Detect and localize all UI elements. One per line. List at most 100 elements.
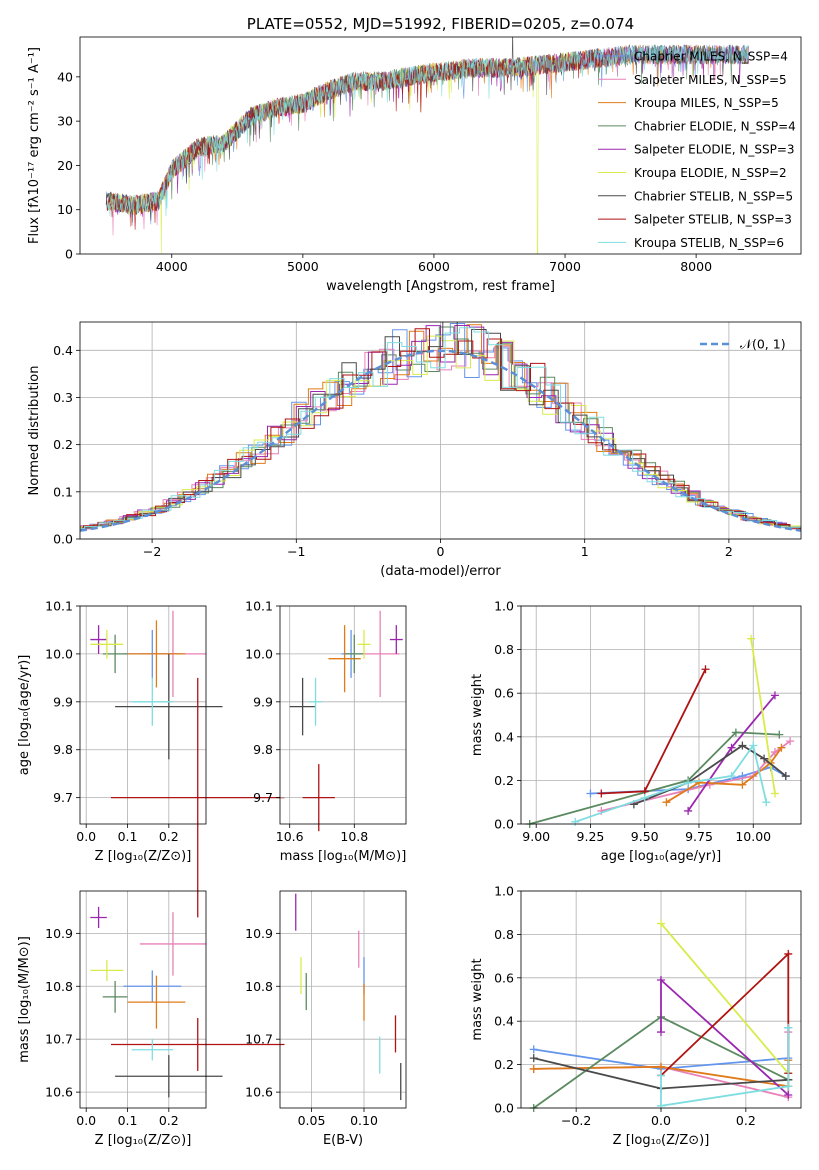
weight-marker	[727, 772, 736, 781]
y-tick-label: 10.8	[245, 979, 273, 994]
weight-marker	[747, 634, 756, 643]
plot-area	[529, 919, 793, 1112]
legend-label: Salpeter STELIB, N_SSP=3	[634, 213, 792, 227]
weight-marker	[657, 1071, 665, 1080]
y-tick-label: 9.7	[253, 790, 273, 805]
legend-label: Chabrier ELODIE, N_SSP=4	[634, 119, 796, 133]
plot-area	[105, 37, 749, 254]
x-axis-label: (data-model)/error	[380, 564, 501, 579]
y-tick-label: 9.9	[53, 694, 73, 709]
data-point	[289, 677, 316, 736]
data-point	[309, 677, 322, 726]
histogram-series	[80, 325, 801, 530]
y-tick-label: 30	[57, 114, 73, 129]
y-tick-label: 0.2	[494, 773, 514, 788]
y-tick-label: 0.8	[494, 927, 514, 942]
x-tick-label: 0.1	[118, 1113, 138, 1128]
y-tick-label: 10	[57, 202, 73, 217]
weight-marker	[762, 798, 771, 807]
weight-marker	[657, 919, 665, 928]
axes-panel: 0.0 0.1 0.2 9.7 9.8 9.9 10.0 10.1 Z [log₁₀(Z/Z⊙)…	[17, 599, 285, 918]
weight-series-line	[633, 744, 787, 806]
y-tick-label: 1.0	[494, 599, 514, 614]
weight-marker	[657, 1028, 665, 1037]
weight-marker	[770, 691, 779, 700]
x-tick-label: 10.00	[735, 829, 771, 844]
axes-panel: −0.2 0.0 0.2 0.0 0.2 0.4 0.6 0.8 1.0 Z [log₁₀(Z/Z…	[470, 884, 802, 1148]
legend: Chabrier MILES, N_SSP=4 Salpeter MILES, N…	[598, 50, 796, 250]
data-point	[357, 629, 371, 659]
weight-marker	[760, 754, 769, 763]
weight-marker	[529, 1054, 538, 1063]
weight-marker	[738, 780, 747, 789]
data-point	[360, 610, 400, 698]
data-point	[328, 625, 361, 693]
weight-marker	[784, 1090, 793, 1099]
data-point	[102, 980, 128, 1013]
x-axis-label: Z [log₁₀(Z/Z⊙)]	[95, 849, 192, 864]
data-point	[131, 677, 173, 726]
weight-marker	[662, 798, 671, 807]
x-tick-label: 9.50	[631, 829, 659, 844]
histogram-series	[80, 335, 801, 530]
x-tick-label: 9.75	[685, 829, 713, 844]
x-tick-label: 0.10	[350, 1113, 378, 1128]
weight-series-line	[575, 743, 768, 823]
weight-marker	[749, 741, 758, 750]
weight-marker	[738, 741, 747, 750]
axes-panel: 0.05 0.10 10.6 10.7 10.8 10.9 E(B-V)	[245, 890, 407, 1148]
y-tick-label: 0.6	[494, 686, 514, 701]
x-tick-label: 0	[437, 544, 445, 559]
weight-series-line	[660, 951, 790, 1077]
x-axis-label: wavelength [Angstrom, rest frame]	[326, 279, 555, 294]
x-tick-label: 6000	[418, 259, 450, 274]
spectrum-series-line	[105, 44, 749, 217]
histogram-series	[80, 322, 801, 530]
weight-series-line	[750, 638, 776, 794]
y-tick-label: 10.1	[45, 599, 73, 614]
x-tick-label: 0.0	[76, 1113, 96, 1128]
y-axis-label: mass weight	[470, 674, 485, 756]
data-point	[90, 959, 124, 981]
legend-label: Kroupa MILES, N_SSP=5	[634, 96, 779, 110]
plot-area	[295, 893, 402, 1101]
legend-label: Chabrier STELIB, N_SSP=5	[634, 189, 793, 203]
weight-marker	[784, 949, 793, 958]
data-point	[139, 912, 206, 976]
y-tick-label: 9.7	[53, 790, 73, 805]
weight-marker	[731, 728, 740, 737]
y-tick-label: 0.2	[494, 1057, 514, 1072]
weight-marker	[777, 743, 786, 752]
weight-series-line	[660, 922, 789, 1074]
data-point	[123, 970, 182, 1003]
x-tick-label: 9.25	[577, 829, 605, 844]
data-point	[389, 625, 403, 654]
y-tick-label: 10.6	[45, 1085, 73, 1100]
chart-title: PLATE=0552, MJD=51992, FIBERID=0205, z=0…	[247, 15, 634, 33]
x-tick-label: 0.0	[76, 829, 96, 844]
y-tick-label: 10.8	[45, 979, 73, 994]
y-axis-label: mass [log₁₀(M/M⊙)]	[17, 936, 32, 1063]
plot-area	[90, 906, 285, 1098]
axes-panel: 9.00 9.25 9.50 9.75 10.00 0.0 0.2 0.4 0.6 0.8 1.0 a…	[470, 599, 802, 864]
weight-marker	[640, 793, 649, 802]
legend-label: 𝒩(0, 1)	[740, 337, 786, 352]
x-tick-label: 10.8	[340, 829, 368, 844]
legend-label: Chabrier MILES, N_SSP=4	[634, 50, 788, 64]
x-tick-label: −1	[287, 544, 305, 559]
x-axis-label: Z [log₁₀(Z/Z⊙)]	[613, 1133, 710, 1148]
y-tick-label: 0.1	[53, 484, 73, 499]
axes-frame	[279, 890, 407, 1109]
x-axis-label: E(B-V)	[323, 1133, 363, 1148]
y-axis-label: Normed distribution	[27, 366, 42, 496]
axes-panel: 4000 5000 6000 7000 8000 0 10 20 30 40 wavelength …	[27, 15, 802, 294]
weight-marker	[786, 737, 795, 746]
y-axis-label: Flux [fλ10⁻¹⁷ erg cm⁻² s⁻¹ A⁻¹]	[27, 47, 42, 244]
y-tick-label: 0.4	[53, 343, 73, 358]
weight-marker	[657, 1062, 665, 1071]
data-point	[110, 677, 285, 918]
weight-marker	[694, 778, 703, 787]
x-tick-label: −0.2	[561, 1113, 591, 1128]
y-tick-label: 0.2	[53, 437, 73, 452]
x-tick-label: 0.1	[118, 829, 138, 844]
